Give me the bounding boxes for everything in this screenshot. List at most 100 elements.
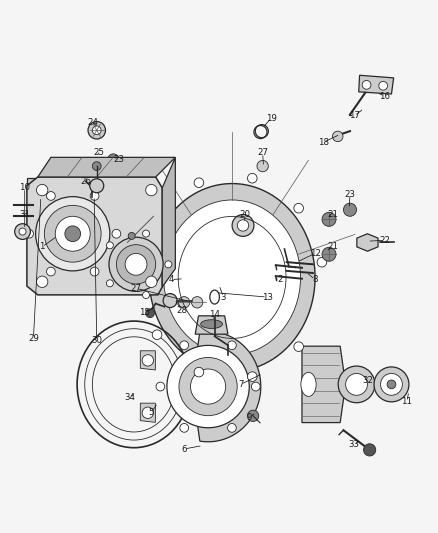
Text: 29: 29	[28, 334, 39, 343]
Text: 17: 17	[349, 111, 360, 120]
Text: 23: 23	[344, 190, 356, 199]
Text: 5: 5	[148, 408, 154, 417]
Circle shape	[247, 372, 257, 382]
Circle shape	[108, 154, 119, 165]
Circle shape	[374, 367, 409, 402]
Text: 27: 27	[131, 284, 141, 293]
Circle shape	[36, 276, 48, 287]
Circle shape	[142, 354, 153, 366]
Circle shape	[338, 366, 375, 403]
Text: 22: 22	[379, 236, 390, 245]
Circle shape	[92, 161, 101, 171]
Polygon shape	[38, 157, 175, 177]
Circle shape	[106, 280, 113, 287]
Polygon shape	[195, 316, 228, 334]
Text: 19: 19	[266, 114, 277, 123]
Circle shape	[19, 228, 26, 235]
Text: 34: 34	[124, 393, 135, 402]
Circle shape	[379, 82, 388, 90]
Text: 13: 13	[261, 293, 272, 302]
Circle shape	[87, 191, 98, 202]
Circle shape	[92, 126, 101, 135]
Polygon shape	[27, 177, 162, 295]
Circle shape	[142, 407, 153, 418]
Text: 20: 20	[240, 209, 251, 219]
Circle shape	[228, 424, 236, 432]
Circle shape	[180, 341, 189, 350]
Circle shape	[117, 245, 155, 284]
Text: 8: 8	[312, 275, 318, 284]
Circle shape	[146, 309, 154, 318]
Circle shape	[346, 374, 367, 395]
Text: 23: 23	[113, 155, 124, 164]
Text: 18: 18	[318, 138, 329, 147]
Circle shape	[44, 205, 101, 262]
Circle shape	[90, 267, 99, 276]
Ellipse shape	[201, 320, 223, 328]
Circle shape	[14, 224, 30, 239]
Text: 9: 9	[247, 413, 252, 422]
Circle shape	[364, 444, 376, 456]
Text: 15: 15	[139, 308, 150, 317]
Polygon shape	[140, 403, 155, 422]
Circle shape	[163, 294, 177, 308]
Text: 30: 30	[91, 336, 102, 345]
Circle shape	[362, 80, 371, 89]
Text: 21: 21	[327, 209, 338, 219]
Circle shape	[88, 122, 106, 139]
Circle shape	[90, 191, 99, 200]
Polygon shape	[162, 157, 175, 287]
Circle shape	[247, 410, 259, 422]
Circle shape	[191, 369, 226, 404]
Text: 11: 11	[401, 397, 412, 406]
Text: 25: 25	[93, 149, 104, 157]
Polygon shape	[359, 75, 394, 94]
Circle shape	[251, 382, 260, 391]
Circle shape	[317, 257, 327, 267]
Text: 31: 31	[19, 209, 30, 219]
Text: 28: 28	[177, 305, 187, 314]
Circle shape	[128, 232, 135, 239]
Circle shape	[228, 341, 236, 350]
Circle shape	[152, 215, 162, 225]
Circle shape	[156, 382, 165, 391]
Text: 12: 12	[310, 249, 321, 258]
Polygon shape	[149, 183, 315, 372]
Text: 24: 24	[87, 118, 98, 127]
Polygon shape	[27, 178, 68, 207]
Circle shape	[237, 220, 249, 231]
Circle shape	[90, 179, 104, 193]
Circle shape	[322, 212, 336, 227]
Text: 6: 6	[181, 445, 187, 454]
Circle shape	[35, 197, 110, 271]
Circle shape	[109, 237, 163, 292]
Text: 21: 21	[327, 243, 338, 252]
Text: 4: 4	[168, 275, 174, 284]
Circle shape	[142, 292, 149, 298]
Circle shape	[152, 330, 162, 340]
Circle shape	[232, 215, 254, 236]
Text: 32: 32	[362, 376, 373, 384]
Circle shape	[322, 247, 336, 261]
Text: 7: 7	[238, 380, 244, 389]
Text: 33: 33	[349, 440, 360, 449]
Circle shape	[142, 230, 149, 237]
Circle shape	[146, 184, 157, 196]
Circle shape	[180, 424, 189, 432]
Polygon shape	[188, 332, 261, 442]
Circle shape	[112, 229, 121, 238]
Circle shape	[194, 367, 204, 377]
Ellipse shape	[164, 200, 300, 355]
Circle shape	[106, 242, 113, 249]
Circle shape	[294, 204, 304, 213]
Circle shape	[194, 178, 204, 188]
Text: 1: 1	[39, 243, 45, 252]
Circle shape	[167, 345, 249, 428]
Text: 10: 10	[19, 183, 30, 192]
Text: 3: 3	[221, 293, 226, 302]
Circle shape	[191, 297, 203, 308]
Circle shape	[65, 226, 81, 241]
Circle shape	[36, 184, 48, 196]
Circle shape	[381, 374, 403, 395]
Circle shape	[247, 173, 257, 183]
